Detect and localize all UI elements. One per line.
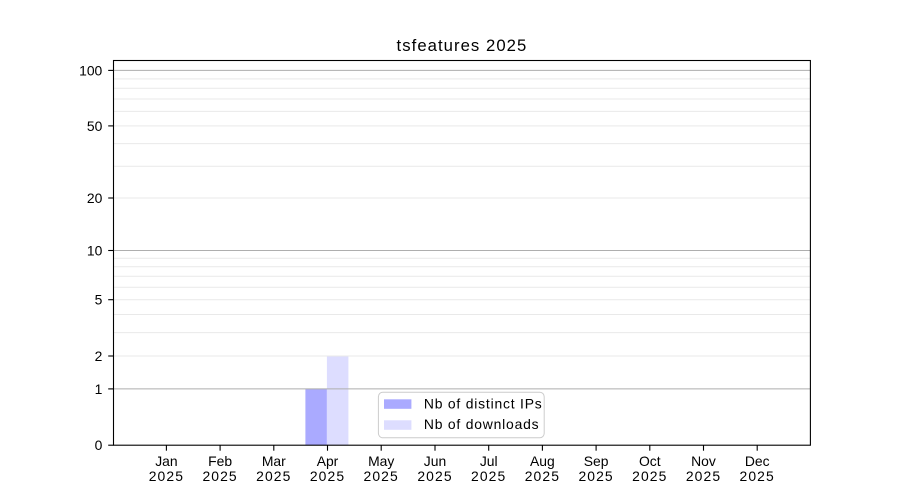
svg-text:Nb of distinct IPs: Nb of distinct IPs [424,395,543,411]
svg-text:20: 20 [87,190,103,206]
svg-text:100: 100 [79,62,102,78]
svg-text:2: 2 [95,348,103,364]
svg-text:Nb of downloads: Nb of downloads [424,416,539,432]
svg-text:0: 0 [95,437,103,453]
svg-text:tsfeatures 2025: tsfeatures 2025 [397,36,528,55]
svg-text:50: 50 [87,118,103,134]
svg-text:10: 10 [87,243,103,259]
svg-text:1: 1 [95,381,103,397]
svg-text:5: 5 [95,292,103,308]
